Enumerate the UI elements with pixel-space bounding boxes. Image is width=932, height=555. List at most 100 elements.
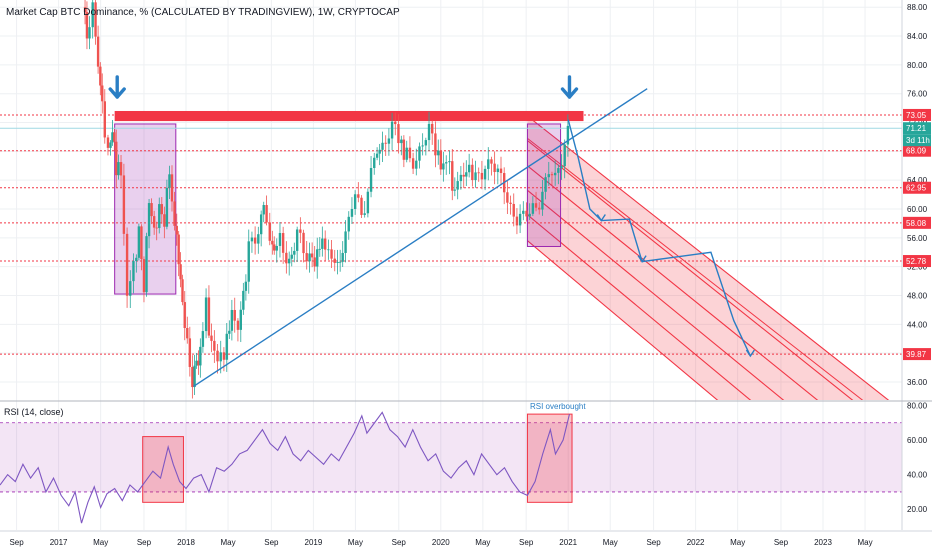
candle-body: [135, 257, 138, 262]
candle-body: [405, 147, 408, 160]
candle-body: [101, 85, 104, 102]
candle-body: [122, 175, 126, 234]
candle-body: [250, 237, 254, 242]
candle-body: [158, 204, 161, 229]
candle-body: [316, 249, 319, 267]
candle-body: [239, 309, 242, 330]
candle-body: [467, 164, 471, 173]
candle-body: [193, 365, 196, 388]
candle-body: [179, 264, 182, 280]
candle-body: [453, 189, 457, 191]
candle-body: [499, 168, 503, 174]
candle-body: [188, 338, 192, 367]
candle-body: [117, 162, 120, 176]
candle-body: [522, 210, 525, 214]
candle-body: [165, 187, 169, 227]
candle-body: [402, 139, 406, 160]
candle-body: [313, 257, 316, 267]
y-tick-label: 64.00: [907, 176, 928, 185]
candle-body: [191, 366, 194, 388]
candle-body: [275, 245, 278, 251]
current-value-bg: [903, 122, 931, 135]
countdown-bg: [903, 134, 931, 147]
x-tick-label: Sep: [519, 538, 534, 547]
candle-body: [207, 297, 211, 336]
candle-body: [236, 320, 240, 330]
candle-body: [528, 213, 531, 217]
pitchfork-line: [527, 240, 719, 400]
candle-body: [177, 234, 180, 265]
candle-body: [360, 197, 363, 215]
candle-body: [418, 146, 421, 161]
y-tick-label: 56.00: [907, 234, 928, 243]
down-arrow-icon: [560, 75, 579, 99]
candle-body: [384, 142, 387, 144]
candle-body: [381, 142, 384, 150]
level-label-bg: [903, 181, 931, 194]
candle-body: [534, 203, 538, 208]
down-arrow-head: [108, 87, 126, 99]
level-label: 68.09: [906, 147, 927, 156]
candle-body: [257, 234, 260, 244]
x-tick-label: 2021: [559, 538, 577, 547]
candle-body: [471, 164, 474, 181]
candle-body: [477, 172, 480, 174]
candle-body: [550, 174, 554, 176]
level-label-bg: [903, 216, 931, 229]
candle-body: [496, 168, 500, 173]
candle-body: [222, 352, 226, 360]
y-tick-label: 60.00: [907, 205, 928, 214]
candle-body: [225, 333, 228, 360]
candle-body: [160, 204, 163, 215]
candle-body: [483, 168, 487, 180]
candle-body: [186, 327, 189, 339]
projection-arrowhead: [745, 349, 755, 358]
projection-arrowhead: [637, 255, 647, 263]
candle-body: [230, 309, 234, 331]
candle-body: [390, 121, 394, 139]
candle-body: [103, 101, 106, 138]
candle-body: [350, 209, 354, 217]
candle-body: [113, 132, 116, 142]
y-tick-label: 80.00: [907, 61, 928, 70]
candle-body: [445, 162, 448, 164]
pitchfork-line: [527, 137, 864, 400]
candle-body: [285, 252, 288, 264]
candle-body: [137, 226, 141, 258]
candle-body: [375, 153, 379, 158]
candle-body: [91, 2, 94, 28]
candle-body: [278, 233, 282, 246]
candle-body: [415, 160, 418, 169]
candle-body: [490, 159, 493, 164]
projection-path: [567, 119, 752, 357]
candle-body: [321, 238, 324, 249]
resistance-band: [114, 110, 584, 122]
candle-body: [244, 281, 248, 291]
x-tick-label: Sep: [264, 538, 279, 547]
x-tick-label: May: [348, 538, 363, 547]
rsi-y-tick-label: 80.00: [907, 401, 928, 410]
candle-body: [525, 210, 528, 217]
candle-body: [541, 191, 544, 210]
level-label: 73.05: [906, 111, 927, 120]
candle-body: [560, 166, 563, 169]
candle-body: [170, 174, 174, 202]
candle-body: [338, 261, 342, 263]
candle-body: [357, 194, 360, 198]
candle-body: [323, 238, 327, 250]
candle-body: [219, 352, 222, 362]
candle-body: [281, 233, 285, 253]
candle-body: [262, 205, 265, 215]
candle-body: [344, 231, 347, 253]
candle-body: [515, 216, 519, 226]
x-tick-label: 2017: [50, 538, 68, 547]
candle-body: [204, 297, 208, 332]
candle-body: [228, 330, 231, 334]
candle-body: [210, 335, 213, 341]
candle-body: [451, 161, 454, 191]
level-label: 52.78: [906, 257, 927, 266]
candle-body: [247, 241, 250, 282]
rsi-band: [0, 422, 902, 492]
x-tick-label: Sep: [137, 538, 152, 547]
